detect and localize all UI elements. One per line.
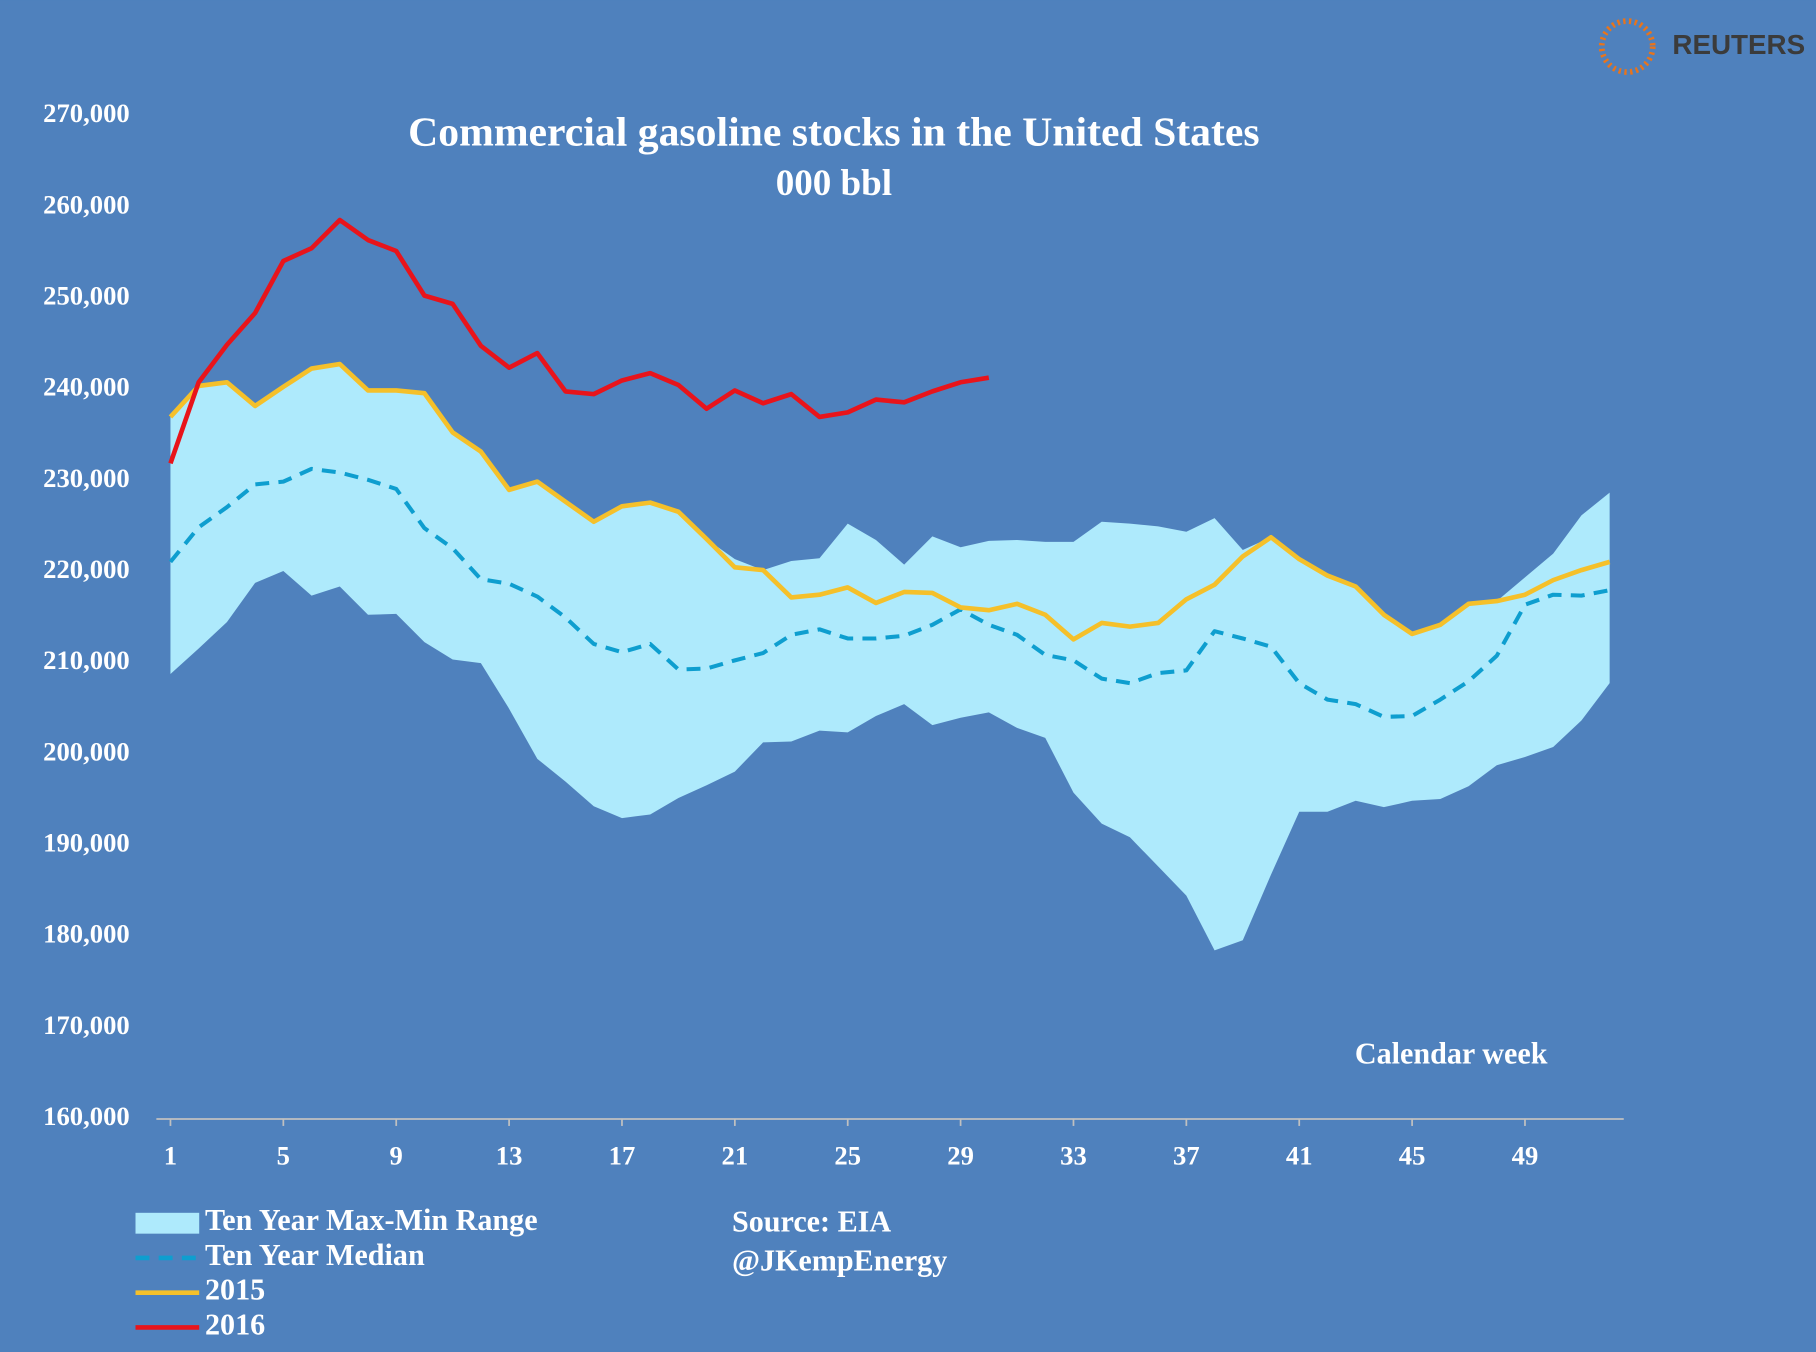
legend-swatch bbox=[135, 1212, 200, 1234]
x-tick-label: 33 bbox=[1060, 1140, 1087, 1170]
x-tick-label: 21 bbox=[722, 1140, 749, 1170]
x-tick-label: 1 bbox=[164, 1140, 177, 1170]
logo-icon bbox=[1598, 18, 1656, 75]
x-tick-label: 13 bbox=[496, 1140, 523, 1170]
legend-label: Ten Year Max-Min Range bbox=[205, 1203, 538, 1237]
series-line bbox=[168, 466, 1611, 719]
x-tick-label: 49 bbox=[1512, 1140, 1539, 1170]
legend-label: 2016 bbox=[205, 1307, 265, 1341]
chart-subtitle: 000 bbl bbox=[776, 163, 892, 204]
y-tick-label: 270,000 bbox=[43, 98, 130, 128]
y-tick-label: 210,000 bbox=[43, 645, 130, 675]
y-tick-label: 170,000 bbox=[43, 1010, 130, 1040]
x-tick-label: 9 bbox=[390, 1140, 403, 1170]
legend-label: 2015 bbox=[205, 1273, 265, 1307]
x-tick-label: 25 bbox=[834, 1140, 861, 1170]
series-line bbox=[168, 217, 990, 465]
x-tick-label: 41 bbox=[1286, 1140, 1313, 1170]
x-axis-label: Calendar week bbox=[1355, 1036, 1548, 1070]
y-tick-label: 160,000 bbox=[43, 1101, 130, 1131]
range-band bbox=[170, 364, 1610, 951]
y-tick-label: 240,000 bbox=[43, 372, 130, 402]
logo-text: REUTERS bbox=[1672, 29, 1805, 60]
y-tick-label: 260,000 bbox=[43, 189, 130, 219]
y-tick-label: 190,000 bbox=[43, 828, 130, 858]
series-line bbox=[168, 361, 1611, 642]
y-tick-label: 230,000 bbox=[43, 463, 130, 493]
x-tick-label: 29 bbox=[947, 1140, 974, 1170]
x-tick-label: 37 bbox=[1173, 1140, 1200, 1170]
legend-label: Ten Year Median bbox=[205, 1238, 425, 1272]
y-tick-label: 200,000 bbox=[43, 736, 130, 766]
y-tick-label: 180,000 bbox=[43, 919, 130, 949]
credit: @JKempEnergy bbox=[732, 1244, 947, 1278]
chart-title: Commercial gasoline stocks in the United… bbox=[408, 109, 1259, 155]
x-tick-label: 17 bbox=[609, 1140, 636, 1170]
x-tick-label: 45 bbox=[1399, 1140, 1426, 1170]
y-tick-label: 250,000 bbox=[43, 280, 130, 310]
logo: REUTERS bbox=[1598, 18, 1805, 75]
x-tick-label: 5 bbox=[277, 1140, 290, 1170]
y-tick-label: 220,000 bbox=[43, 554, 130, 584]
source: Source: EIA bbox=[732, 1204, 891, 1238]
